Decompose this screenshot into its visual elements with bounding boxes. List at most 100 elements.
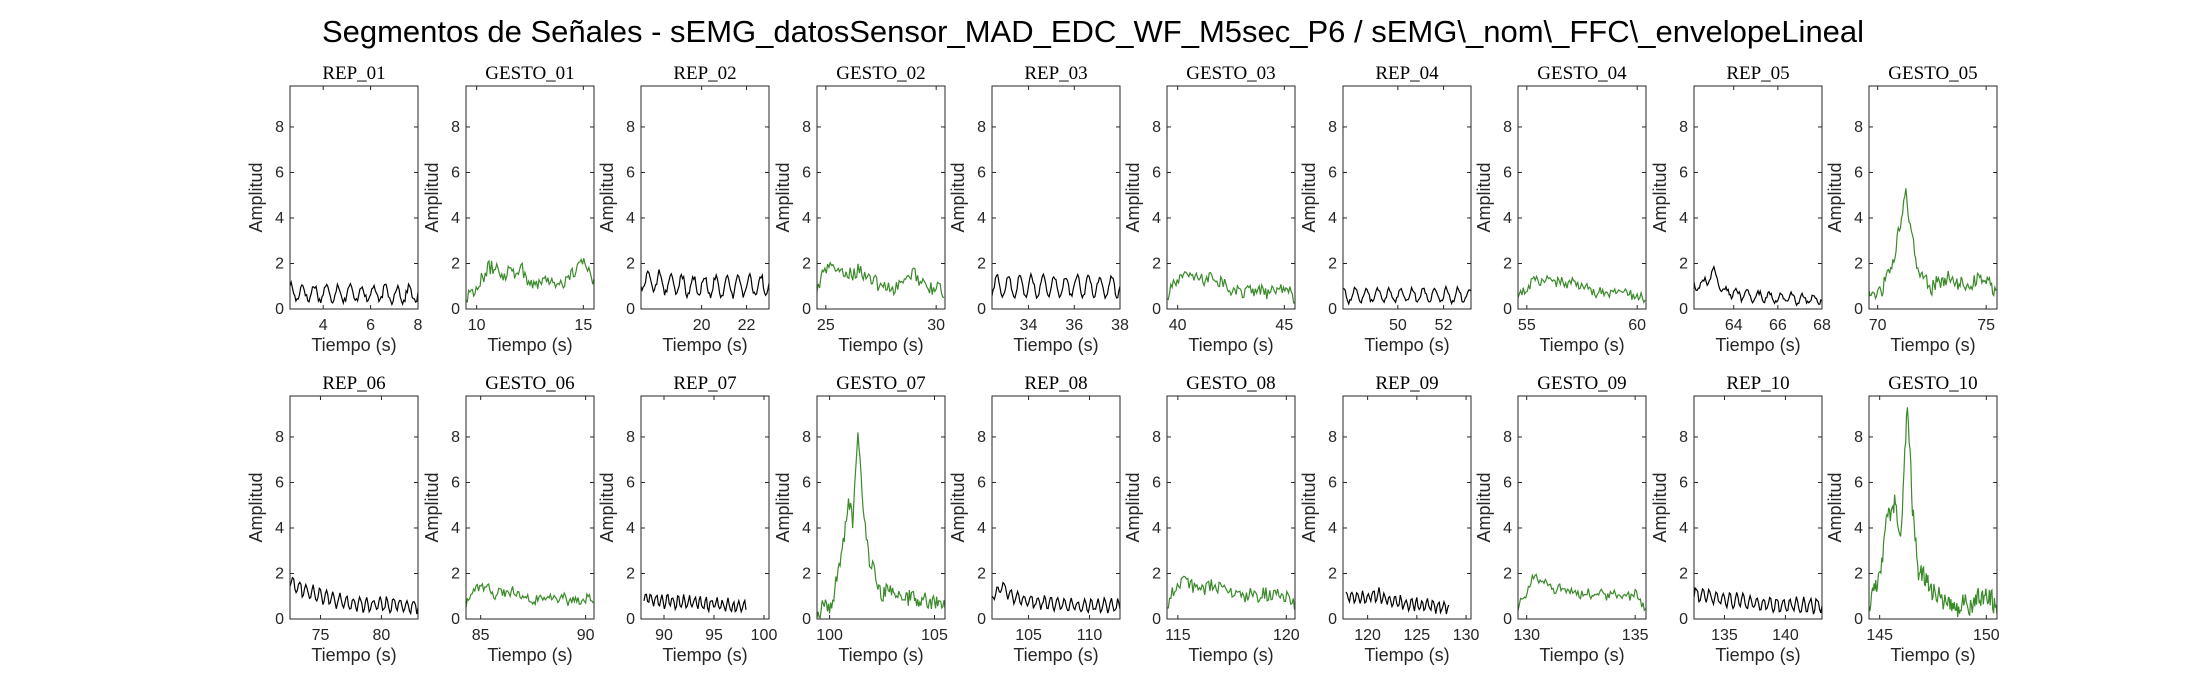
y-tick-label: 6	[275, 474, 284, 491]
subplot-title: GESTO_07	[836, 373, 925, 394]
x-tick-label: 100	[751, 627, 778, 644]
y-tick-label: 6	[1503, 164, 1512, 181]
y-tick-label: 2	[802, 255, 811, 272]
y-tick-label: 8	[275, 119, 284, 136]
x-axis-label: Tiempo (s)	[1715, 335, 1800, 355]
y-axis-label: Amplitud	[422, 162, 442, 232]
subplot-gesto-10: 0 2 4 6 8 145 150 GESTO_10 Tiempo (s) Amplitud	[1825, 373, 2000, 665]
subplot-gesto-04: 0 2 4 6 8 55 60 GESTO_04 Tiempo (s) Amplitud	[1474, 63, 1647, 355]
y-tick-label: 6	[451, 164, 460, 181]
subplot-rep-02: 0 2 4 6 8 20 22 REP_02 Tiempo (s) Amplitud	[597, 63, 770, 355]
y-tick-label: 4	[802, 210, 811, 227]
x-tick-label: 8	[414, 317, 423, 334]
x-tick-label: 22	[738, 317, 756, 334]
x-axis-label: Tiempo (s)	[838, 335, 923, 355]
y-axis-label: Amplitud	[246, 472, 266, 542]
x-tick-label: 68	[1813, 317, 1831, 334]
y-tick-label: 2	[1503, 565, 1512, 582]
rep-signal-line	[1694, 586, 1822, 615]
axes-frame	[1868, 395, 1998, 620]
y-tick-label: 8	[977, 429, 986, 446]
x-axis-label: Tiempo (s)	[1188, 335, 1273, 355]
y-axis-label: Amplitud	[948, 162, 968, 232]
rep-signal-line	[1694, 264, 1822, 307]
y-tick-label: 8	[1854, 429, 1863, 446]
y-tick-label: 6	[1503, 474, 1512, 491]
x-axis-label: Tiempo (s)	[1890, 335, 1975, 355]
y-tick-label: 0	[626, 611, 635, 628]
y-tick-label: 2	[275, 255, 284, 272]
y-tick-label: 8	[802, 429, 811, 446]
axes-frame	[465, 395, 595, 620]
y-tick-label: 8	[1679, 429, 1688, 446]
x-tick-label: 75	[1977, 317, 1995, 334]
subplot-rep-07: 0 2 4 6 8 90 95 100 REP_07 Tiempo (s) Amplitud	[597, 373, 777, 665]
y-tick-label: 6	[626, 474, 635, 491]
axes-frame	[1166, 395, 1296, 620]
axes-frame	[1517, 85, 1647, 310]
x-axis-label: Tiempo (s)	[1539, 335, 1624, 355]
x-axis-label: Tiempo (s)	[1013, 335, 1098, 355]
y-tick-label: 2	[1152, 565, 1161, 582]
subplot-gesto-08: 0 2 4 6 8 115 120 GESTO_08 Tiempo (s) Amplitud	[1123, 373, 1300, 665]
rep-signal-line	[1343, 284, 1471, 306]
y-tick-label: 4	[1854, 210, 1863, 227]
y-tick-label: 0	[1679, 611, 1688, 628]
x-tick-label: 105	[1015, 627, 1042, 644]
y-axis-label: Amplitud	[597, 162, 617, 232]
axes-frame	[1868, 85, 1998, 310]
x-tick-label: 100	[816, 627, 843, 644]
y-axis-label: Amplitud	[422, 472, 442, 542]
y-tick-label: 6	[1679, 474, 1688, 491]
x-axis-label: Tiempo (s)	[311, 335, 396, 355]
y-tick-label: 8	[802, 119, 811, 136]
subplot-gesto-01: 0 2 4 6 8 10 15 GESTO_01 Tiempo (s) Amplitud	[422, 63, 595, 355]
y-tick-label: 2	[1679, 255, 1688, 272]
axes-frame	[991, 85, 1121, 310]
y-tick-label: 2	[1328, 565, 1337, 582]
subplot-gesto-05: 0 2 4 6 8 70 75 GESTO_05 Tiempo (s) Amplitud	[1825, 63, 1998, 355]
y-tick-label: 0	[1328, 611, 1337, 628]
gesto-signal-line	[466, 257, 594, 304]
y-axis-label: Amplitud	[246, 162, 266, 232]
x-tick-label: 135	[1711, 627, 1738, 644]
y-tick-label: 4	[451, 210, 460, 227]
x-axis-label: Tiempo (s)	[1539, 645, 1624, 665]
y-tick-label: 6	[1854, 164, 1863, 181]
y-tick-label: 8	[451, 119, 460, 136]
x-tick-label: 150	[1973, 627, 2000, 644]
y-tick-label: 0	[275, 301, 284, 318]
subplot-title: REP_10	[1726, 373, 1789, 394]
axes-frame	[1342, 85, 1472, 310]
y-tick-label: 0	[451, 611, 460, 628]
y-tick-label: 0	[977, 611, 986, 628]
axes-frame	[816, 85, 946, 310]
subplot-title: GESTO_01	[485, 63, 574, 84]
rep-signal-line	[1345, 587, 1450, 615]
subplot-title: REP_02	[673, 63, 736, 84]
y-tick-label: 2	[1854, 565, 1863, 582]
gesto-signal-line	[817, 261, 945, 299]
axes-frame	[1693, 85, 1823, 310]
subplot-title: REP_08	[1024, 373, 1087, 394]
y-tick-label: 6	[451, 474, 460, 491]
gesto-signal-line	[1167, 270, 1295, 304]
subplot-title: GESTO_09	[1537, 373, 1626, 394]
gesto-signal-line	[1167, 575, 1295, 610]
subplot-title: REP_04	[1375, 63, 1439, 84]
x-tick-label: 45	[1275, 317, 1293, 334]
y-tick-label: 0	[1679, 301, 1688, 318]
gesto-signal-line	[1869, 188, 1997, 301]
x-tick-label: 15	[574, 317, 592, 334]
y-tick-label: 4	[1679, 520, 1688, 537]
y-tick-label: 4	[1679, 210, 1688, 227]
y-axis-label: Amplitud	[948, 472, 968, 542]
x-tick-label: 135	[1622, 627, 1649, 644]
x-tick-label: 120	[1354, 627, 1381, 644]
x-tick-label: 34	[1020, 317, 1038, 334]
x-tick-label: 90	[577, 627, 595, 644]
subplot-title: REP_07	[673, 373, 736, 394]
x-axis-label: Tiempo (s)	[1715, 645, 1800, 665]
rep-signal-line	[643, 593, 747, 614]
